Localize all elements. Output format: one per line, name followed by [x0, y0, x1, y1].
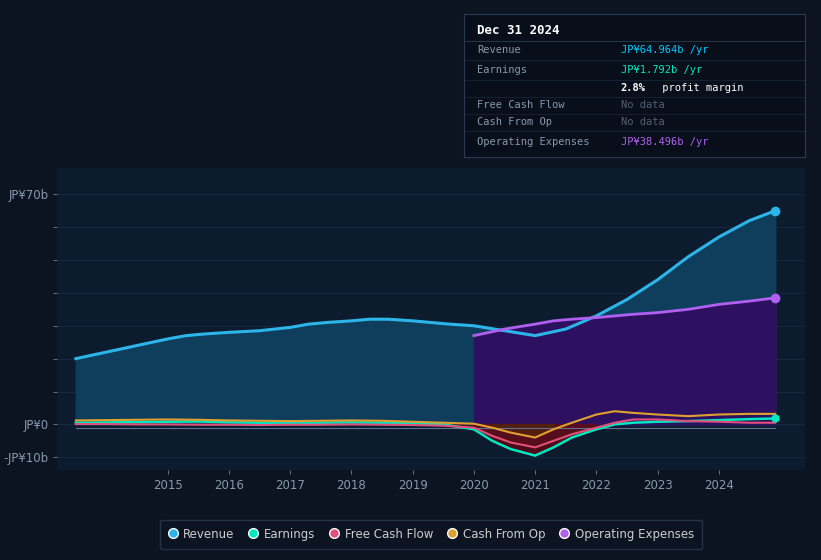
Text: Revenue: Revenue [478, 45, 521, 55]
Text: 2.8%: 2.8% [621, 82, 645, 92]
Text: profit margin: profit margin [656, 82, 744, 92]
Text: JP¥38.496b /yr: JP¥38.496b /yr [621, 137, 708, 147]
Text: Operating Expenses: Operating Expenses [478, 137, 590, 147]
Legend: Revenue, Earnings, Free Cash Flow, Cash From Op, Operating Expenses: Revenue, Earnings, Free Cash Flow, Cash … [159, 520, 703, 549]
Text: Cash From Op: Cash From Op [478, 117, 553, 127]
Text: Earnings: Earnings [478, 66, 528, 76]
Text: JP¥64.964b /yr: JP¥64.964b /yr [621, 45, 708, 55]
Text: No data: No data [621, 100, 664, 110]
Text: Free Cash Flow: Free Cash Flow [478, 100, 565, 110]
Text: Dec 31 2024: Dec 31 2024 [478, 24, 560, 37]
Text: No data: No data [621, 117, 664, 127]
Text: JP¥1.792b /yr: JP¥1.792b /yr [621, 66, 702, 76]
